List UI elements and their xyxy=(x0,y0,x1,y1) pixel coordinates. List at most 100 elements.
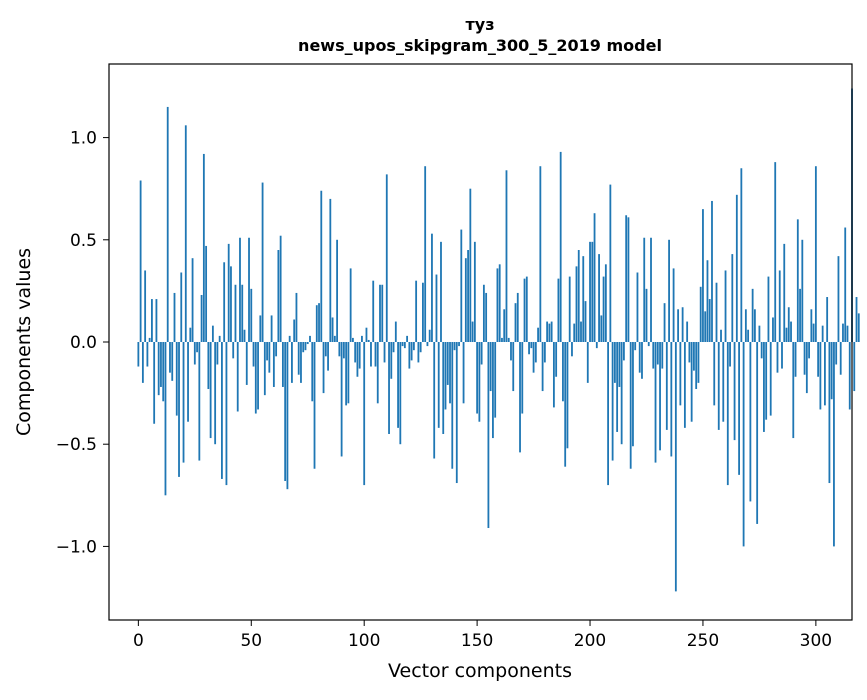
bar-component-183 xyxy=(550,321,553,342)
bar-component-1 xyxy=(139,180,142,342)
bar-component-270 xyxy=(747,329,750,342)
bar-component-55 xyxy=(261,182,264,342)
bar-component-28 xyxy=(200,294,203,342)
bar-component-238 xyxy=(674,342,677,592)
bar-component-277 xyxy=(763,342,765,432)
bar-component-210 xyxy=(611,342,614,461)
bar-component-29 xyxy=(202,153,205,342)
bar-component-85 xyxy=(329,198,332,342)
bar-component-275 xyxy=(758,325,761,342)
bar-component-18 xyxy=(178,342,180,477)
bar-component-308 xyxy=(833,342,835,547)
bar-component-39 xyxy=(225,342,228,486)
bar-component-45 xyxy=(239,237,241,342)
bar-component-309 xyxy=(835,342,838,365)
bar-component-245 xyxy=(690,342,693,422)
bar-component-315 xyxy=(848,342,851,410)
bar-component-288 xyxy=(787,307,790,342)
bar-component-216 xyxy=(625,215,628,342)
bar-component-73 xyxy=(302,342,305,353)
bar-component-103 xyxy=(370,342,372,367)
bar-component-259 xyxy=(722,342,725,422)
bar-component-44 xyxy=(236,342,239,412)
bar-component-15 xyxy=(171,342,174,381)
bar-component-182 xyxy=(548,323,551,342)
bar-component-51 xyxy=(252,342,255,367)
bar-component-124 xyxy=(417,342,420,363)
bar-component-160 xyxy=(498,264,501,342)
bar-component-64 xyxy=(281,342,284,387)
bar-component-177 xyxy=(537,327,539,342)
bar-component-181 xyxy=(546,321,549,342)
bar-component-230 xyxy=(656,342,659,365)
bar-component-106 xyxy=(376,342,379,404)
bar-component-197 xyxy=(582,256,585,342)
bar-component-33 xyxy=(211,325,214,342)
bar-component-218 xyxy=(629,342,632,469)
bar-component-267 xyxy=(740,168,743,342)
bar-component-8 xyxy=(155,299,158,342)
bar-component-215 xyxy=(623,342,625,361)
bar-component-146 xyxy=(467,250,469,342)
bar-component-12 xyxy=(164,342,167,496)
x-tick-label: 250 xyxy=(687,631,719,651)
bar-component-137 xyxy=(446,342,449,385)
bar-component-262 xyxy=(729,342,731,367)
bar-component-25 xyxy=(193,342,196,365)
bar-component-225 xyxy=(645,288,648,342)
bar-component-120 xyxy=(408,342,411,369)
bar-component-50 xyxy=(250,288,253,342)
bar-component-203 xyxy=(595,342,598,349)
bar-component-318 xyxy=(855,297,858,342)
bar-component-76 xyxy=(309,335,311,342)
bar-component-213 xyxy=(618,342,621,387)
bar-component-252 xyxy=(706,260,709,342)
chart-title-model: news_upos_skipgram_300_5_2019 model xyxy=(298,36,662,55)
bar-component-60 xyxy=(272,342,275,387)
bar-component-30 xyxy=(205,245,208,342)
bar-component-191 xyxy=(568,276,571,342)
bar-component-90 xyxy=(340,342,343,457)
bar-component-19 xyxy=(180,272,183,342)
bar-component-310 xyxy=(837,256,840,342)
y-axis-label: Components values xyxy=(13,248,35,436)
bar-component-59 xyxy=(270,315,273,342)
bar-component-122 xyxy=(412,342,415,351)
bar-component-118 xyxy=(403,342,406,349)
bar-component-35 xyxy=(216,342,219,365)
bar-component-196 xyxy=(580,321,582,342)
bar-component-17 xyxy=(175,342,178,416)
bar-component-289 xyxy=(790,321,792,342)
bar-component-224 xyxy=(643,237,646,342)
bar-component-168 xyxy=(516,292,519,342)
bar-component-254 xyxy=(711,200,713,342)
bar-component-206 xyxy=(602,276,605,342)
bar-component-159 xyxy=(496,268,499,342)
bar-component-89 xyxy=(338,342,341,357)
x-tick-label: 300 xyxy=(800,631,832,651)
bar-component-38 xyxy=(223,262,226,342)
bar-component-178 xyxy=(539,166,542,342)
bar-component-297 xyxy=(808,342,810,359)
bar-component-227 xyxy=(650,237,652,342)
bar-component-58 xyxy=(268,342,271,373)
bar-component-199 xyxy=(586,342,589,383)
bar-component-172 xyxy=(525,276,528,342)
bar-component-151 xyxy=(478,342,481,422)
x-axis-label: Vector components xyxy=(388,660,572,682)
bar-component-285 xyxy=(781,342,783,369)
x-tick-label: 100 xyxy=(348,631,380,651)
bar-component-98 xyxy=(358,342,361,369)
bar-component-61 xyxy=(275,342,278,357)
bar-component-125 xyxy=(419,342,422,353)
bar-component-108 xyxy=(381,284,384,342)
bar-component-170 xyxy=(521,342,524,414)
bar-component-167 xyxy=(514,303,517,342)
bar-component-161 xyxy=(501,337,503,342)
bar-component-57 xyxy=(266,342,268,361)
bar-component-138 xyxy=(449,342,451,404)
bar-component-242 xyxy=(683,342,686,428)
bar-component-233 xyxy=(663,303,666,342)
chart-title-word: туз xyxy=(466,15,495,34)
